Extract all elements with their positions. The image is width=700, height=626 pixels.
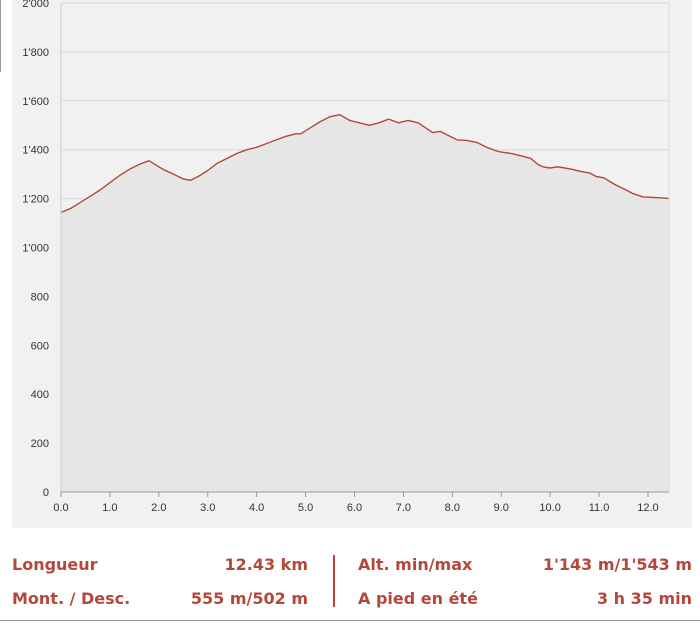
y-tick-label: 1'000 — [22, 243, 49, 255]
y-tick-label: 1'200 — [22, 194, 49, 206]
axes — [60, 3, 670, 497]
length-value: 12.43 km — [224, 555, 309, 574]
altitude-min-max-value: 1'143 m/1'543 m — [542, 555, 692, 574]
length-label: Longueur — [12, 555, 98, 574]
walking-time-label: A pied en été — [358, 589, 478, 608]
elevation-area — [61, 114, 669, 492]
x-tick-label: 2.0 — [151, 502, 166, 514]
y-tick-label: 200 — [31, 438, 49, 450]
tick-labels: 0 200 400 600 800 1'000 1'200 1'400 1'600 1'800 2'… — [22, 0, 658, 514]
altitude-min-max-label: Alt. min/max — [358, 555, 473, 574]
y-tick-label: 600 — [31, 340, 49, 352]
x-tick-label: 9.0 — [494, 502, 509, 514]
ascent-descent-label: Mont. / Desc. — [12, 589, 131, 608]
elevation-chart-panel: 0 200 400 600 800 1'000 1'200 1'400 1'600 1'800 2'… — [12, 0, 692, 528]
elevation-line — [60, 114, 670, 214]
elevation-chart: 0 200 400 600 800 1'000 1'200 1'400 1'600 1'800 2'… — [22, 0, 670, 514]
y-tick-label: 1'400 — [22, 145, 49, 157]
x-tick-label: 3.0 — [200, 502, 215, 514]
x-tick-label: 4.0 — [249, 502, 264, 514]
y-tick-label: 400 — [31, 389, 49, 401]
y-tick-label: 2'000 — [22, 0, 49, 10]
x-tick-label: 11.0 — [589, 502, 610, 514]
y-tick-label: 1'800 — [22, 47, 49, 59]
x-tick-label: 0.0 — [53, 502, 68, 514]
x-tick-label: 1.0 — [102, 502, 117, 514]
window-edge — [0, 0, 1, 72]
y-tick-label: 800 — [31, 291, 49, 303]
x-tick-label: 6.0 — [347, 502, 362, 514]
walking-time-value: 3 h 35 min — [596, 589, 692, 608]
ascent-descent-value: 555 m/502 m — [190, 589, 308, 608]
window-bottom-edge — [0, 620, 700, 621]
x-tick-label: 12.0 — [637, 502, 658, 514]
x-tick-label: 10.0 — [539, 502, 560, 514]
x-tick-label: 7.0 — [396, 502, 411, 514]
y-tick-label: 1'600 — [22, 96, 49, 108]
x-tick-label: 8.0 — [445, 502, 460, 514]
elevation-area-layer — [60, 114, 670, 492]
y-tick-label: 0 — [43, 487, 49, 499]
route-stats: Longueur 12.43 km Mont. / Desc. 555 m/50… — [0, 543, 700, 613]
x-tick-label: 5.0 — [298, 502, 313, 514]
stats-divider — [333, 555, 335, 607]
